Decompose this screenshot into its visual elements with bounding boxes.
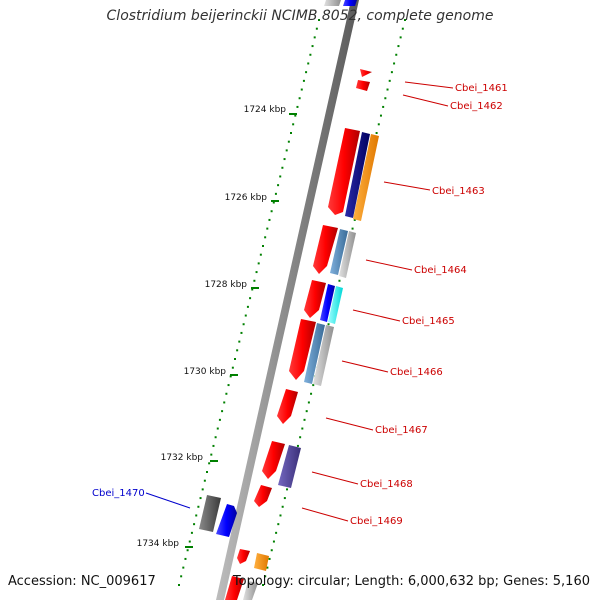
label-leader-lines	[145, 81, 454, 522]
cog-bar-1464-steel	[330, 229, 348, 275]
gene-arrow-top-blue	[343, 0, 357, 6]
gene-arrow-cbei-1461[interactable]	[360, 69, 372, 77]
kbp-label-1724: 1724 kbp	[244, 105, 287, 115]
gene-label-cbei-1469[interactable]: Cbei_1469	[350, 516, 403, 527]
gene-label-cbei-1464[interactable]: Cbei_1464	[414, 265, 467, 276]
inner-dotted-ring	[178, 19, 320, 586]
kbp-label-1732: 1732 kbp	[161, 453, 204, 463]
gene-arrow-cbei-1466[interactable]	[289, 319, 316, 380]
gene-arrow-cbei-1468[interactable]	[262, 441, 285, 479]
gene-arrow-cbei-1464[interactable]	[313, 225, 338, 274]
gene-label-cbei-1467[interactable]: Cbei_1467	[375, 425, 428, 436]
gene-label-cbei-1462[interactable]: Cbei_1462	[450, 101, 503, 112]
genome-backbone	[216, 0, 359, 600]
gene-arrow-cbei-1462[interactable]	[356, 80, 370, 91]
gene-label-cbei-1470[interactable]: Cbei_1470	[92, 488, 145, 499]
cog-bar-1465-cyan	[328, 286, 343, 324]
leader-cbei-1463	[383, 181, 431, 191]
gene-label-cbei-1465[interactable]: Cbei_1465	[402, 316, 455, 327]
leader-cbei-1470	[145, 492, 191, 509]
gene-arrow-bottom-orange	[254, 553, 269, 571]
kbp-label-1728: 1728 kbp	[205, 280, 248, 290]
kbp-label-1726: 1726 kbp	[225, 193, 268, 203]
gene-label-cbei-1468[interactable]: Cbei_1468	[360, 479, 413, 490]
leader-cbei-1462	[402, 94, 449, 107]
cog-bar-1466-gray	[313, 325, 334, 386]
topology-text: Topology: circular; Length: 6,000,632 bp…	[232, 574, 590, 589]
cog-bar-1463-orange	[353, 134, 379, 221]
gene-arrow-cbei-1467[interactable]	[277, 389, 298, 424]
kbp-label-1730: 1730 kbp	[184, 367, 227, 377]
gene-arrow-cbei-1465[interactable]	[304, 280, 326, 318]
gene-arrow-cbei-1470[interactable]	[216, 504, 237, 537]
accession-text: Accession: NC_009617	[8, 574, 156, 589]
cog-bar-1465-navy	[320, 284, 335, 322]
leader-cbei-1468	[311, 471, 359, 485]
gene-arrow-bottom-gray	[243, 581, 258, 600]
gene-arrow-cbei-1463[interactable]	[328, 128, 360, 215]
leader-cbei-1464	[365, 259, 413, 271]
leader-cbei-1461	[404, 81, 454, 89]
gene-arrow-bottom-red-2	[225, 576, 244, 600]
kbp-label-1734: 1734 kbp	[137, 539, 180, 549]
gene-features	[199, 69, 379, 600]
gene-label-cbei-1461[interactable]: Cbei_1461	[455, 83, 508, 94]
genome-title: Clostridium beijerinckii NCIMB 8052, com…	[106, 8, 494, 24]
cog-bar-1470-dark	[199, 495, 221, 532]
leader-cbei-1466	[341, 360, 389, 373]
gene-label-cbei-1466[interactable]: Cbei_1466	[390, 367, 443, 378]
cog-bar-1463-navy	[345, 132, 370, 218]
gene-arrow-cbei-1469[interactable]	[254, 485, 272, 507]
leader-cbei-1469	[301, 507, 349, 522]
gene-label-cbei-1463[interactable]: Cbei_1463	[432, 186, 485, 197]
leader-cbei-1467	[325, 417, 374, 431]
kbp-tick-marks	[185, 113, 297, 548]
gene-arrow-bottom-red-1	[237, 549, 250, 564]
gene-arrow-top-gray	[324, 0, 341, 6]
cog-bar-1464-gray	[339, 231, 356, 278]
cog-bar-1466-steel	[304, 323, 325, 384]
leader-cbei-1465	[352, 309, 401, 322]
cog-bar-1468-slate	[278, 445, 301, 488]
